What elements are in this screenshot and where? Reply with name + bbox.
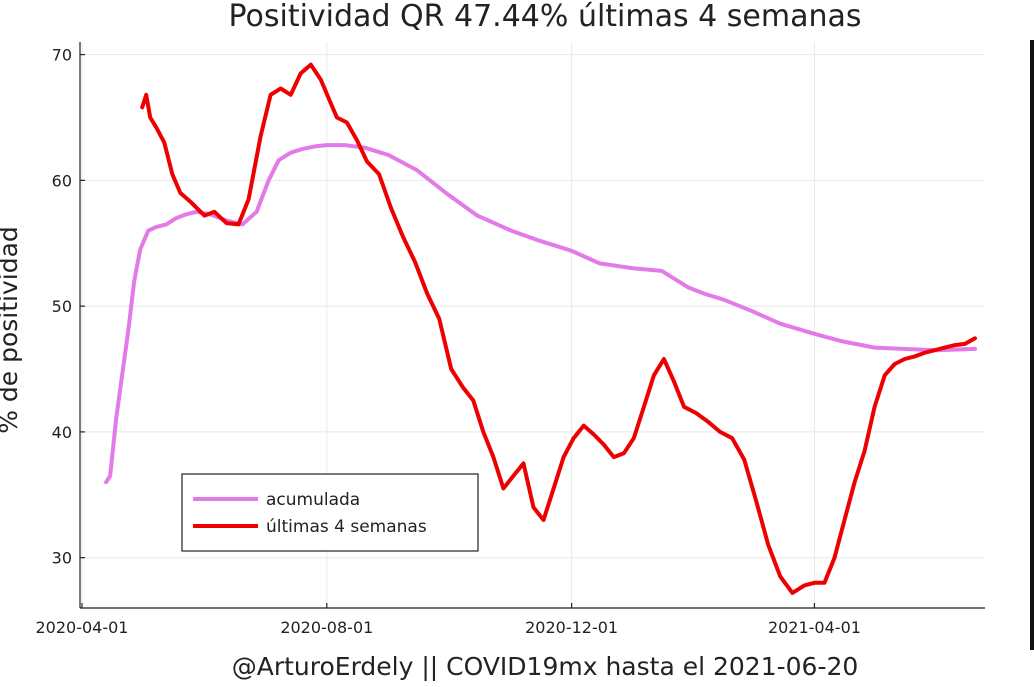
x-tick-label-2021-04-01: 2021-04-01 — [768, 618, 861, 637]
x-tick-label-2020-08-01: 2020-08-01 — [280, 618, 373, 637]
x-tick-label-2020-12-01: 2020-12-01 — [525, 618, 618, 637]
y-axis-label: % de positividad — [0, 226, 23, 434]
y-tick-label-40: 40 — [52, 423, 72, 442]
series-line-acumulada — [104, 143, 977, 485]
window-edge — [1030, 40, 1034, 650]
x-axis-label: @ArturoErdely || COVID19mx hasta el 2021… — [232, 652, 859, 681]
grid — [80, 42, 985, 608]
legend-label-acumulada: acumulada — [266, 490, 360, 510]
legend-label-ultimas: últimas 4 semanas — [266, 517, 427, 537]
y-tick-label-30: 30 — [52, 549, 72, 568]
x-tick-label-2020-04-01: 2020-04-01 — [36, 618, 129, 637]
y-tick-label-60: 60 — [52, 171, 72, 190]
legend-box — [181, 473, 479, 552]
series-line-ultimas-4-semanas — [140, 62, 977, 595]
y-tick-label-70: 70 — [52, 46, 72, 65]
y-tick-label-50: 50 — [52, 297, 72, 316]
axes: 30 40 50 60 70 2020-04-01 2020-08-01 2020-12-01… — [36, 42, 985, 637]
legend: acumulada últimas 4 semanas — [181, 473, 479, 552]
series-layer — [104, 62, 977, 595]
chart-title: Positividad QR 47.44% últimas 4 semanas — [228, 0, 861, 34]
